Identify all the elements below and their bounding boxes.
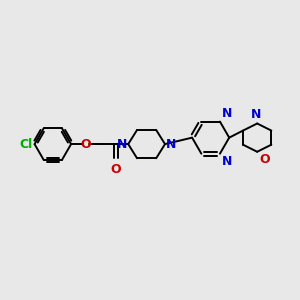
Text: N: N (251, 108, 261, 121)
Text: O: O (110, 163, 121, 176)
Text: N: N (117, 138, 127, 151)
Text: N: N (221, 107, 232, 120)
Text: Cl: Cl (19, 138, 32, 151)
Text: O: O (260, 153, 270, 166)
Text: N: N (166, 138, 177, 151)
Text: O: O (80, 138, 91, 151)
Text: N: N (221, 155, 232, 168)
